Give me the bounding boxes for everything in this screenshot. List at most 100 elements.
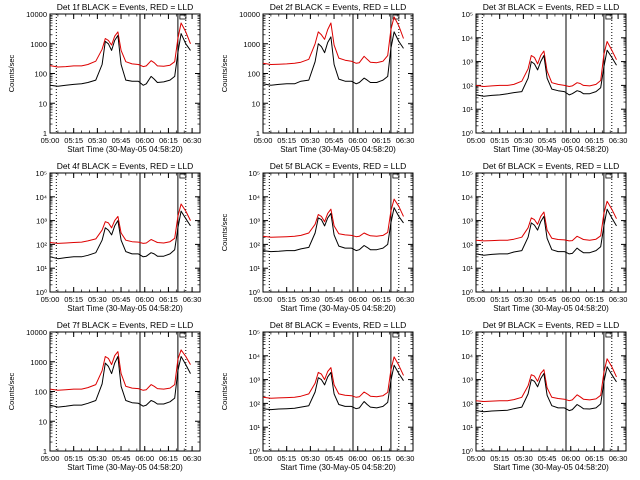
series-line-events <box>49 356 191 408</box>
series-line-lld <box>475 41 617 87</box>
x-tick-label: 06:15 <box>585 136 604 145</box>
x-tick-label: 05:45 <box>538 295 557 304</box>
x-tick-label: 05:45 <box>112 454 131 463</box>
y-tick-label: 10⁰ <box>462 447 473 456</box>
x-tick-label: 06:15 <box>372 295 391 304</box>
series-line-events <box>49 210 191 260</box>
y-tick-label: 10⁰ <box>249 288 260 297</box>
series-line-events <box>49 33 191 87</box>
x-axis-label: Start Time (30-May-05 04:58:20) <box>67 145 183 154</box>
panel-title: Det 3f BLACK = Events, RED = LLD <box>483 2 620 12</box>
flag-marker <box>605 332 613 338</box>
series-line-lld <box>49 22 191 68</box>
flag-marker <box>605 14 613 20</box>
x-tick-label: 06:15 <box>159 295 178 304</box>
x-axis-label: Start Time (30-May-05 04:58:20) <box>493 463 609 472</box>
x-tick-label: 05:45 <box>538 454 557 463</box>
y-tick-label: 10 <box>252 99 260 108</box>
x-axis-label: Start Time (30-May-05 04:58:20) <box>493 145 609 154</box>
x-tick-label: 06:15 <box>159 454 178 463</box>
y-tick-label: 10⁵ <box>462 169 473 178</box>
y-tick-label: 10⁵ <box>249 328 260 337</box>
x-tick-label: 05:15 <box>64 454 83 463</box>
x-axis-label: Start Time (30-May-05 04:58:20) <box>280 304 396 313</box>
y-tick-label: 10¹ <box>36 264 47 273</box>
x-tick-label: 05:15 <box>277 136 296 145</box>
x-tick-label: 05:00 <box>467 454 486 463</box>
panel-title: Det 7f BLACK = Events, RED = LLD <box>57 320 194 330</box>
x-tick-label: 06:30 <box>396 295 415 304</box>
x-tick-label: 05:30 <box>514 454 533 463</box>
detector-panel-5: Det 5f BLACK = Events, RED = LLD 10⁰ 10¹ 10… <box>220 161 414 313</box>
x-tick-label: 05:00 <box>41 136 60 145</box>
x-tick-label: 06:30 <box>183 454 202 463</box>
panel-title: Det 2f BLACK = Events, RED = LLD <box>270 2 407 12</box>
x-tick-label: 05:00 <box>41 295 60 304</box>
x-tick-label: 05:45 <box>112 136 131 145</box>
x-axis-label: Start Time (30-May-05 04:58:20) <box>67 463 183 472</box>
x-axis-label: Start Time (30-May-05 04:58:20) <box>280 463 396 472</box>
detector-panel-6: Det 6f BLACK = Events, RED = LLD 10⁰ 10¹ 10… <box>461 161 627 313</box>
series-line-events <box>262 364 404 411</box>
y-tick-label: 10⁵ <box>462 10 473 19</box>
detector-panel-4: Det 4f BLACK = Events, RED = LLD 10⁰ 10¹ 10… <box>35 161 201 313</box>
y-tick-label: 10² <box>36 240 47 249</box>
x-tick-label: 06:15 <box>159 136 178 145</box>
y-tick-label: 1 <box>256 129 260 138</box>
x-axis-label: Start Time (30-May-05 04:58:20) <box>493 304 609 313</box>
y-tick-label: 10³ <box>462 376 473 385</box>
x-tick-label: 05:45 <box>112 295 131 304</box>
series-line-events <box>262 31 404 86</box>
panel-title: Det 6f BLACK = Events, RED = LLD <box>483 161 620 171</box>
series-line-events <box>475 208 617 256</box>
detector-panel-2: Det 2f BLACK = Events, RED = LLD 1 10 100 10… <box>220 2 414 154</box>
x-tick-label: 05:45 <box>538 136 557 145</box>
y-tick-label: 10000 <box>26 328 47 337</box>
y-tick-label: 10² <box>249 399 260 408</box>
x-tick-label: 05:00 <box>254 295 273 304</box>
flag-marker <box>605 173 613 179</box>
x-tick-label: 06:00 <box>561 295 580 304</box>
x-tick-label: 05:15 <box>277 454 296 463</box>
y-tick-label: 10¹ <box>249 423 260 432</box>
plot-frame <box>262 331 414 452</box>
x-axis-label: Start Time (30-May-05 04:58:20) <box>280 145 396 154</box>
flag-marker <box>179 332 187 338</box>
series-line-lld <box>262 16 404 65</box>
y-tick-label: 10000 <box>26 10 47 19</box>
y-tick-label: 10³ <box>36 217 47 226</box>
x-tick-label: 06:15 <box>585 295 604 304</box>
y-tick-label: 100 <box>247 70 260 79</box>
flag-marker <box>392 14 400 20</box>
x-tick-label: 06:00 <box>135 136 154 145</box>
y-tick-label: 10¹ <box>249 264 260 273</box>
x-tick-label: 06:15 <box>372 454 391 463</box>
x-tick-label: 06:00 <box>348 295 367 304</box>
y-tick-label: 10⁴ <box>461 193 473 202</box>
y-tick-label: 10² <box>462 240 473 249</box>
y-tick-label: 10⁴ <box>248 352 260 361</box>
x-tick-label: 05:45 <box>325 454 344 463</box>
detector-panel-3: Det 3f BLACK = Events, RED = LLD 10⁰ 10¹ 10… <box>461 2 627 154</box>
x-tick-label: 06:00 <box>135 454 154 463</box>
x-tick-label: 06:30 <box>396 454 415 463</box>
series-line-events <box>475 49 617 97</box>
y-tick-label: 10⁵ <box>249 169 260 178</box>
y-tick-label: 10³ <box>462 217 473 226</box>
plot-frame <box>49 172 201 293</box>
y-tick-label: 10⁰ <box>36 288 47 297</box>
y-tick-label: 1000 <box>243 40 260 49</box>
y-tick-label: 10⁴ <box>248 193 260 202</box>
y-tick-label: 1000 <box>30 358 47 367</box>
x-tick-label: 05:30 <box>88 136 107 145</box>
y-tick-label: 10¹ <box>462 423 473 432</box>
x-tick-label: 06:30 <box>396 136 415 145</box>
panel-title: Det 1f BLACK = Events, RED = LLD <box>57 2 194 12</box>
series-line-lld <box>262 198 404 238</box>
y-tick-label: 10000 <box>239 10 260 19</box>
panel-title: Det 9f BLACK = Events, RED = LLD <box>483 320 620 330</box>
y-tick-label: 10³ <box>462 58 473 67</box>
x-tick-label: 05:15 <box>64 295 83 304</box>
series-line-lld <box>475 358 617 402</box>
